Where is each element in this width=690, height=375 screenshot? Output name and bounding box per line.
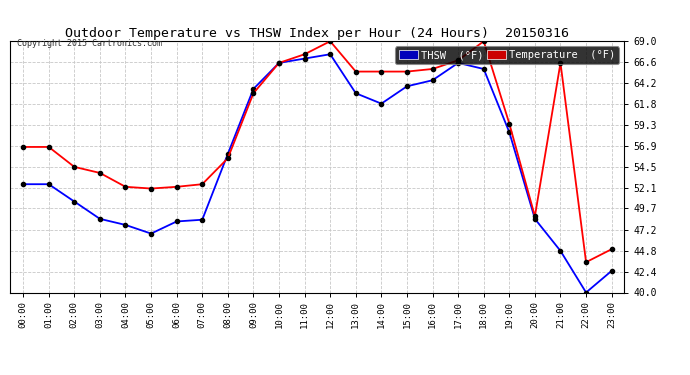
Text: Copyright 2015 Cartronics.com: Copyright 2015 Cartronics.com — [17, 39, 162, 48]
Title: Outdoor Temperature vs THSW Index per Hour (24 Hours)  20150316: Outdoor Temperature vs THSW Index per Ho… — [66, 27, 569, 40]
Legend: THSW  (°F), Temperature  (°F): THSW (°F), Temperature (°F) — [395, 46, 619, 64]
